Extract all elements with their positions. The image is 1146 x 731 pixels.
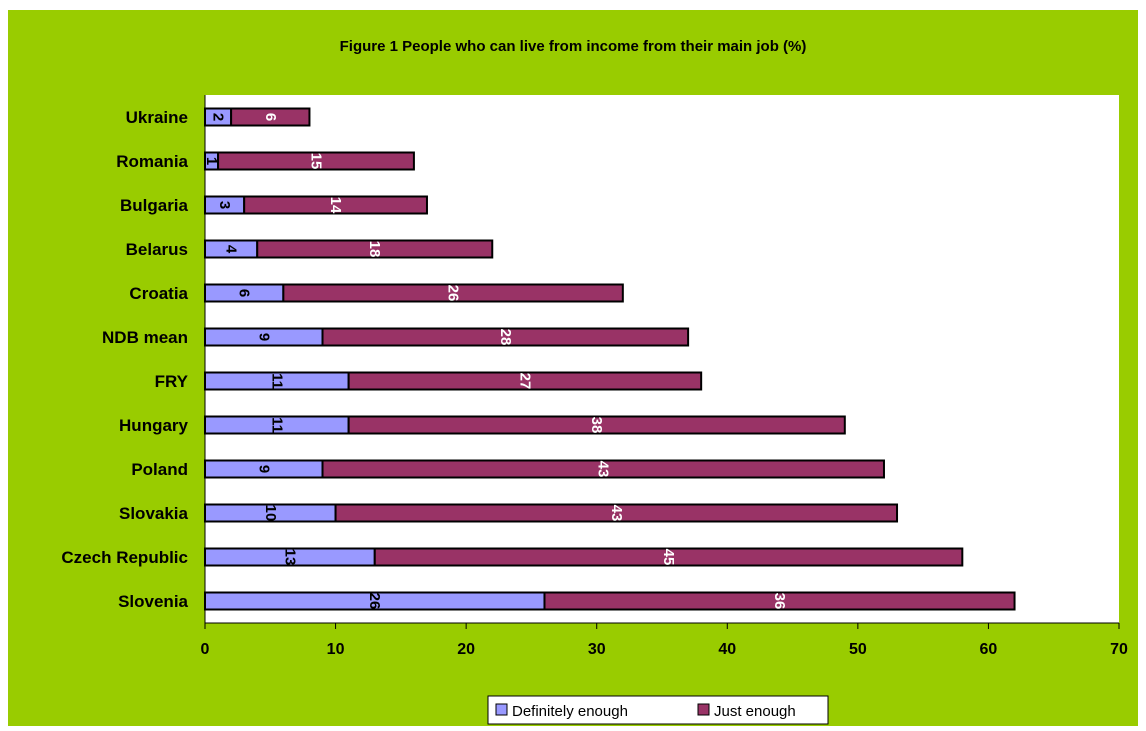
- legend-swatch-definitely-enough: [495, 703, 508, 716]
- bar-just-enough: [282, 283, 624, 303]
- data-label: 15: [307, 153, 324, 170]
- data-label: 43: [608, 505, 625, 522]
- data-label: 1: [203, 157, 220, 165]
- data-label: 11: [268, 417, 285, 433]
- legend-label: Definitely enough: [512, 703, 628, 720]
- data-label: 14: [327, 197, 344, 214]
- bar-chart: Figure 1 People who can live from income…: [61, 38, 1128, 725]
- x-tick-label: 60: [980, 641, 998, 658]
- category-label: NDB mean: [102, 328, 188, 347]
- data-label: 18: [366, 241, 383, 258]
- data-label: 9: [255, 333, 272, 341]
- data-label: 11: [268, 373, 285, 389]
- x-tick-label: 30: [588, 641, 606, 658]
- x-tick-label: 40: [718, 641, 736, 658]
- bar-just-enough: [321, 459, 885, 479]
- data-label: 45: [660, 549, 677, 566]
- data-label: 38: [588, 417, 605, 434]
- category-label: Slovenia: [118, 592, 188, 611]
- legend-swatch-just-enough: [697, 703, 710, 716]
- data-label: 4: [223, 245, 240, 254]
- data-label: 13: [281, 549, 298, 566]
- x-tick-label: 0: [201, 641, 210, 658]
- category-label: Belarus: [126, 240, 188, 259]
- x-tick-label: 10: [327, 641, 345, 658]
- data-label: 26: [445, 285, 462, 302]
- legend-label: Just enough: [714, 703, 796, 720]
- data-label: 3: [216, 201, 233, 209]
- x-tick-label: 50: [849, 641, 867, 658]
- data-label: 6: [262, 113, 279, 121]
- x-tick-label: 20: [457, 641, 475, 658]
- data-label: 28: [497, 329, 514, 346]
- bar-just-enough: [217, 151, 415, 171]
- bar-just-enough: [334, 503, 899, 523]
- chart-area: Figure 1 People who can live from income…: [8, 10, 1138, 726]
- bar-just-enough: [230, 107, 311, 127]
- data-label: 27: [516, 373, 533, 390]
- plot-area: [205, 95, 1119, 623]
- category-label: Romania: [116, 152, 188, 171]
- category-label: Hungary: [119, 416, 189, 435]
- category-label: Slovakia: [119, 504, 189, 523]
- bar-just-enough: [321, 327, 690, 347]
- legend-box: [487, 695, 829, 725]
- bar-just-enough: [347, 415, 846, 435]
- data-label: 43: [595, 461, 612, 478]
- bar-just-enough: [543, 591, 1016, 611]
- category-label: Bulgaria: [120, 196, 189, 215]
- category-label: Czech Republic: [61, 548, 188, 567]
- data-label: 26: [366, 593, 383, 610]
- data-label: 6: [236, 289, 253, 297]
- x-tick-label: 70: [1110, 641, 1128, 658]
- category-label: FRY: [155, 372, 189, 391]
- data-label: 36: [771, 593, 788, 610]
- category-label: Poland: [131, 460, 188, 479]
- data-label: 10: [262, 505, 279, 522]
- bar-just-enough: [347, 371, 703, 391]
- data-label: 2: [210, 113, 227, 121]
- category-label: Croatia: [129, 284, 188, 303]
- data-label: 9: [255, 465, 272, 473]
- bar-just-enough: [243, 195, 428, 215]
- category-label: Ukraine: [126, 108, 188, 127]
- bar-just-enough: [373, 547, 964, 567]
- bar-just-enough: [256, 239, 494, 259]
- chart-title: Figure 1 People who can live from income…: [340, 38, 807, 55]
